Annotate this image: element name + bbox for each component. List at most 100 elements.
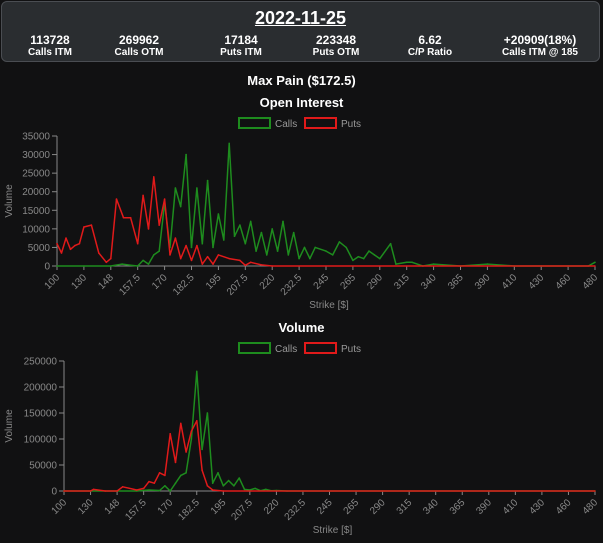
data-point-puts xyxy=(239,259,241,262)
data-point-puts xyxy=(65,237,67,239)
data-point-puts xyxy=(110,257,112,260)
x-tick-label: 100 xyxy=(43,272,63,292)
data-point-calls xyxy=(121,263,123,265)
data-point-puts xyxy=(206,485,209,487)
x-tick-label: 195 xyxy=(209,497,229,517)
data-point-puts xyxy=(153,482,156,484)
data-point-puts xyxy=(158,472,161,474)
summary-header: 2022-11-25 113728 Calls ITM 269962 Calls… xyxy=(1,1,600,62)
y-tick-label: 5000 xyxy=(28,243,51,254)
data-point-calls xyxy=(158,250,160,252)
stat-calls-itm-at-strike: +20909(18%) Calls ITM @ 185 xyxy=(485,34,595,59)
data-point-puts xyxy=(89,490,92,492)
data-point-calls xyxy=(379,257,381,260)
data-point-puts xyxy=(185,451,187,453)
data-point-calls xyxy=(223,239,225,241)
legend-label-puts: Puts xyxy=(341,344,361,355)
data-point-puts xyxy=(180,422,182,425)
data-point-calls xyxy=(196,370,198,373)
x-axis-label: Strike [$] xyxy=(309,300,349,311)
data-point-puts xyxy=(196,420,198,422)
data-point-puts xyxy=(56,242,58,245)
legend-swatch-puts xyxy=(304,117,337,129)
data-point-calls xyxy=(239,224,241,226)
data-point-calls xyxy=(158,489,161,492)
data-point-calls xyxy=(222,485,225,487)
data-point-calls xyxy=(142,259,144,262)
y-tick-label: 150000 xyxy=(24,409,58,420)
x-tick-label: 170 xyxy=(156,497,176,517)
data-point-puts xyxy=(74,244,76,247)
x-tick-label: 130 xyxy=(69,272,89,292)
data-point-calls xyxy=(110,265,112,267)
data-point-puts xyxy=(190,259,193,262)
data-point-calls xyxy=(357,255,360,258)
data-point-puts xyxy=(90,224,93,226)
data-point-calls xyxy=(196,187,198,189)
x-tick-label: 148 xyxy=(96,272,116,292)
data-point-calls xyxy=(174,482,177,484)
data-point-calls xyxy=(179,205,182,208)
y-tick-label: 100000 xyxy=(24,435,58,446)
x-tick-label: 340 xyxy=(421,497,441,517)
x-tick-label: 207.5 xyxy=(225,272,251,298)
data-point-puts xyxy=(594,265,596,267)
x-tick-label: 245 xyxy=(315,497,335,517)
data-point-puts xyxy=(104,490,107,492)
date-title: 2022-11-25 xyxy=(254,8,347,28)
x-tick-label: 390 xyxy=(474,497,494,517)
legend-swatch-calls xyxy=(238,117,271,129)
y-tick-label: 0 xyxy=(51,487,57,498)
data-point-calls xyxy=(148,489,150,491)
data-point-puts xyxy=(228,257,230,260)
data-point-puts xyxy=(201,469,203,471)
x-tick-label: 410 xyxy=(501,497,521,517)
data-point-calls xyxy=(362,257,365,260)
y-tick-label: 10000 xyxy=(22,224,50,235)
data-point-calls xyxy=(180,474,182,477)
data-point-calls xyxy=(314,246,317,249)
data-point-calls xyxy=(129,264,132,267)
data-point-puts xyxy=(69,248,72,251)
data-point-calls xyxy=(201,242,204,245)
stat-calls-otm: 269962 Calls OTM xyxy=(84,34,194,59)
data-point-calls xyxy=(164,485,166,487)
stat-cp-ratio: 6.62 C/P Ratio xyxy=(375,34,485,59)
x-tick-label: 460 xyxy=(554,272,574,292)
x-tick-label: 265 xyxy=(342,497,362,517)
data-point-puts xyxy=(169,254,171,256)
x-tick-label: 182.5 xyxy=(171,272,197,298)
data-point-puts xyxy=(196,244,198,247)
x-tick-label: 148 xyxy=(103,497,123,517)
data-point-calls xyxy=(368,250,370,252)
data-point-puts xyxy=(271,265,274,267)
data-point-calls xyxy=(411,261,413,264)
x-tick-label: 182.5 xyxy=(176,497,202,523)
data-point-puts xyxy=(136,242,139,245)
data-point-calls xyxy=(185,153,187,156)
data-point-puts xyxy=(92,488,95,491)
data-point-calls xyxy=(254,487,256,490)
x-tick-label: 232.5 xyxy=(283,497,309,523)
stat-calls-itm: 113728 Calls ITM xyxy=(0,34,105,59)
series-line-calls xyxy=(57,142,596,267)
data-point-calls xyxy=(190,246,193,249)
data-point-calls xyxy=(255,250,257,252)
data-point-calls xyxy=(56,265,58,267)
data-point-calls xyxy=(211,482,214,484)
y-axis-label: Volume xyxy=(4,409,15,443)
y-tick-label: 0 xyxy=(44,262,50,273)
data-point-puts xyxy=(63,490,65,492)
data-point-calls xyxy=(373,254,376,256)
data-point-calls xyxy=(265,488,267,491)
data-point-calls xyxy=(147,263,150,265)
stat-label: Calls ITM @ 185 xyxy=(502,47,578,58)
data-point-calls xyxy=(233,485,235,487)
data-point-calls xyxy=(298,257,300,260)
stat-label: Puts ITM xyxy=(220,47,262,58)
chart-legend: Calls Puts xyxy=(238,117,361,130)
data-point-calls xyxy=(169,490,171,492)
series-line-puts xyxy=(64,420,595,492)
data-point-puts xyxy=(122,216,125,219)
data-point-puts xyxy=(174,237,177,239)
